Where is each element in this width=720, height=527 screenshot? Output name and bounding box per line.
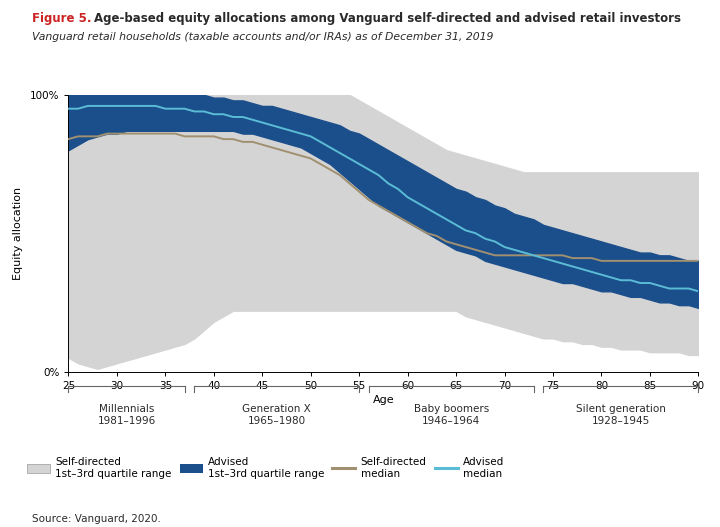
Text: Vanguard retail households (taxable accounts and/or IRAs) as of December 31, 201: Vanguard retail households (taxable acco… — [32, 32, 494, 42]
Text: Age-based equity allocations among Vanguard self-directed and advised retail inv: Age-based equity allocations among Vangu… — [94, 12, 680, 25]
Text: Millennials
1981–1996: Millennials 1981–1996 — [97, 404, 156, 426]
Legend: Self-directed
1st–3rd quartile range, Advised
1st–3rd quartile range, Self-direc: Self-directed 1st–3rd quartile range, Ad… — [27, 457, 504, 479]
Text: Generation X
1965–1980: Generation X 1965–1980 — [243, 404, 311, 426]
Y-axis label: Equity allocation: Equity allocation — [13, 187, 23, 280]
Text: Source: Vanguard, 2020.: Source: Vanguard, 2020. — [32, 514, 161, 524]
Text: Figure 5.: Figure 5. — [32, 12, 92, 25]
X-axis label: Age: Age — [372, 395, 395, 405]
Text: Baby boomers
1946–1964: Baby boomers 1946–1964 — [413, 404, 489, 426]
Text: Silent generation
1928–1945: Silent generation 1928–1945 — [576, 404, 666, 426]
